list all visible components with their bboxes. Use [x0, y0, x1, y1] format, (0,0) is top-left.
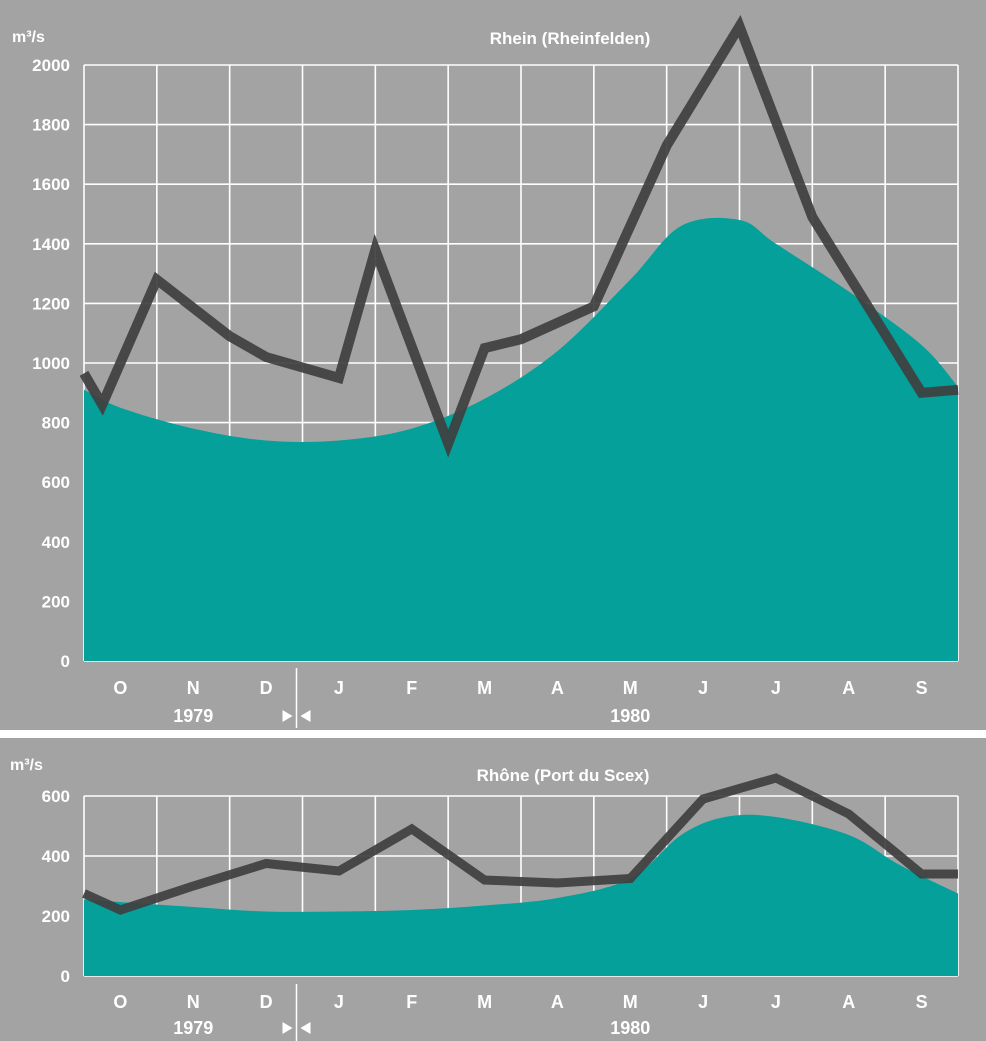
year-arrow-right-icon [282, 710, 293, 722]
rhone-chart: Rhône (Port du Scex) m³/s 0 200 400 600 O N D J… [10, 757, 959, 1041]
y-tick-label: 800 [42, 414, 70, 433]
y-tick-label: 1400 [32, 235, 70, 254]
year-label: 1980 [610, 1018, 650, 1038]
y-tick-label: 600 [42, 473, 70, 492]
x-category-label: J [334, 992, 344, 1012]
x-category-label: S [916, 992, 928, 1012]
x-category-label: J [698, 678, 708, 698]
year-label: 1979 [173, 706, 213, 726]
x-category-label: O [113, 678, 127, 698]
area-series [84, 814, 958, 976]
x-category-label: N [187, 992, 200, 1012]
x-category-label: F [406, 678, 417, 698]
y-axis-unit-label: m³/s [12, 29, 45, 46]
x-category-label: O [113, 992, 127, 1012]
y-axis-unit-label: m³/s [10, 757, 43, 774]
line-series [79, 15, 959, 458]
x-category-label: J [771, 992, 781, 1012]
rhein-chart-panel: Rhein (Rheinfelden) m³/s 0 200 400 600 800 10… [0, 0, 986, 730]
y-tick-label: 1600 [32, 175, 70, 194]
y-tick-label: 2000 [32, 56, 70, 75]
year-arrow-left-icon [300, 1022, 311, 1034]
x-category-label: A [551, 992, 564, 1012]
rhein-chart: Rhein (Rheinfelden) m³/s 0 200 400 600 800 10… [12, 15, 959, 728]
y-tick-label: 400 [42, 533, 70, 552]
line-series [82, 773, 958, 915]
axis-labels: 0 200 400 600 800 1000 1200 1400 1600 1800 2000 O N D… [32, 56, 928, 728]
x-category-label: F [406, 992, 417, 1012]
x-category-label: D [260, 678, 273, 698]
year-label: 1979 [173, 1018, 213, 1038]
chart-title: Rhein (Rheinfelden) [490, 29, 651, 48]
year-arrow-left-icon [300, 710, 311, 722]
area-series [84, 217, 958, 662]
flow-line [82, 773, 958, 915]
x-category-label: A [551, 678, 564, 698]
y-tick-label: 600 [42, 787, 70, 806]
x-category-label: A [842, 678, 855, 698]
flow-line [79, 15, 959, 458]
chart-title: Rhône (Port du Scex) [477, 766, 650, 785]
x-category-label: S [916, 678, 928, 698]
axis-labels: 0 200 400 600 O N D J F M A M J J A S 1979 1980 [42, 787, 928, 1041]
year-label: 1980 [610, 706, 650, 726]
y-tick-label: 1200 [32, 294, 70, 313]
y-tick-label: 1800 [32, 116, 70, 135]
x-category-label: M [477, 992, 492, 1012]
x-category-label: J [698, 992, 708, 1012]
x-category-label: M [623, 678, 638, 698]
x-category-label: M [477, 678, 492, 698]
x-category-label: A [842, 992, 855, 1012]
x-category-label: N [187, 678, 200, 698]
x-category-label: D [260, 992, 273, 1012]
year-arrow-right-icon [282, 1022, 293, 1034]
y-tick-label: 200 [42, 592, 70, 611]
area-fill [84, 814, 958, 976]
x-category-label: J [771, 678, 781, 698]
x-category-label: M [623, 992, 638, 1012]
area-fill [84, 217, 958, 662]
y-tick-label: 200 [42, 907, 70, 926]
y-tick-label: 0 [61, 967, 70, 986]
y-tick-label: 400 [42, 847, 70, 866]
y-tick-label: 1000 [32, 354, 70, 373]
y-tick-label: 0 [61, 652, 70, 671]
rhone-chart-panel: Rhône (Port du Scex) m³/s 0 200 400 600 O N D J… [0, 738, 986, 1041]
x-category-label: J [334, 678, 344, 698]
